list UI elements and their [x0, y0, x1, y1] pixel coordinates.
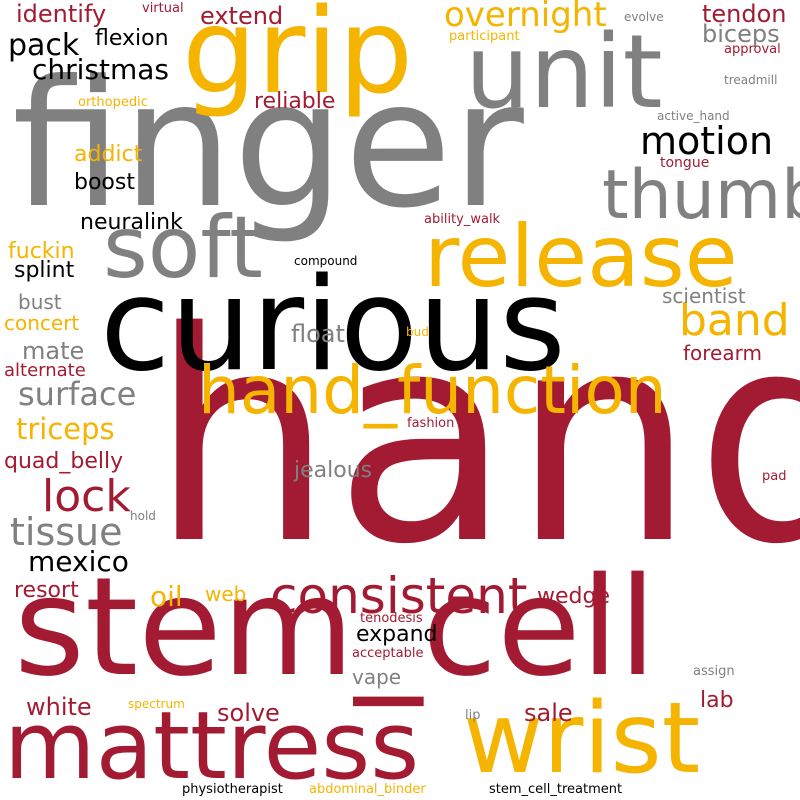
word-pad: pad	[762, 469, 787, 484]
word-stem-cell-treatment: stem_cell_treatment	[489, 782, 623, 797]
word-web: web	[205, 582, 247, 606]
word-stem-cell: stem_cell	[14, 549, 657, 707]
word-bust: bust	[18, 290, 62, 314]
word-soft: soft	[103, 198, 263, 298]
word-abdominal-binder: abdominal_binder	[309, 782, 426, 797]
word-reliable: reliable	[254, 89, 336, 114]
word-active-hand: active_hand	[657, 109, 730, 123]
word-unit: unit	[465, 13, 663, 132]
word-motion: motion	[640, 119, 774, 163]
word-oil: oil	[150, 580, 183, 613]
word-lock: lock	[42, 471, 131, 522]
word-splint: splint	[14, 258, 75, 283]
word-forearm: forearm	[683, 341, 762, 365]
word-physiotherapist: physiotherapist	[182, 782, 283, 797]
word-wrist: wrist	[463, 682, 701, 796]
word-overnight: overnight	[444, 0, 607, 35]
word-mattress: mattress	[4, 692, 420, 800]
word-biceps: biceps	[702, 20, 780, 48]
word-lab: lab	[700, 688, 734, 713]
word-spectrum: spectrum	[128, 697, 185, 711]
word-boost: boost	[74, 170, 135, 195]
word-neuralink: neuralink	[80, 210, 183, 235]
word-extend: extend	[200, 2, 284, 30]
word-treadmill: treadmill	[724, 73, 778, 87]
word-lip: lip	[465, 708, 481, 723]
word-evolve: evolve	[624, 10, 664, 24]
word-release: release	[424, 207, 738, 307]
word-tendon: tendon	[702, 0, 787, 28]
word-addict: addict	[74, 142, 143, 167]
word-white: white	[26, 693, 92, 721]
word-sale: sale	[524, 699, 573, 727]
word-curious: curious	[100, 251, 566, 400]
word-assign: assign	[693, 664, 735, 679]
word-alternate: alternate	[4, 360, 86, 381]
word-acceptable: acceptable	[352, 646, 424, 661]
word-solve: solve	[217, 699, 280, 727]
word-orthopedic: orthopedic	[78, 95, 148, 110]
word-grip: grip	[182, 0, 414, 120]
word-concert: concert	[4, 311, 80, 335]
word-scientist: scientist	[662, 284, 746, 308]
word-identify: identify	[16, 0, 107, 28]
word-float: float	[291, 320, 345, 348]
word-jealous: jealous	[294, 458, 373, 483]
word-vape: vape	[352, 665, 402, 689]
word-tongue: tongue	[660, 155, 710, 171]
word-resort: resort	[14, 578, 79, 603]
word-compound: compound	[294, 254, 358, 268]
word-quad-belly: quad_belly	[4, 449, 124, 474]
word-surface: surface	[18, 375, 137, 413]
word-hold: hold	[130, 509, 156, 523]
word-bud: bud	[406, 325, 429, 339]
word-participant: participant	[449, 29, 520, 44]
word-band: band	[679, 295, 790, 346]
word-triceps: triceps	[16, 412, 115, 446]
word-approval: approval	[724, 42, 781, 57]
word-consistent: consistent	[270, 567, 528, 625]
word-finger: finger	[12, 44, 524, 247]
word-expand: expand	[356, 622, 438, 647]
word-wedge: wedge	[537, 584, 610, 609]
word-hand: hand	[150, 271, 800, 608]
word-tissue: tissue	[10, 510, 123, 554]
word-tenodesis: tenodesis	[360, 611, 423, 626]
word-pack: pack	[8, 28, 80, 63]
word-virtual: virtual	[142, 1, 184, 16]
word-hand-function: hand_function	[198, 352, 667, 429]
word-fashion: fashion	[407, 416, 455, 431]
word-mate: mate	[22, 337, 85, 365]
word-mexico: mexico	[28, 545, 129, 578]
word-thumb: thumb	[602, 156, 800, 235]
word-christmas: christmas	[32, 53, 170, 86]
word-fuckin: fuckin	[8, 239, 75, 264]
word-ability-walk: ability_walk	[424, 212, 501, 227]
word-flexion: flexion	[95, 26, 169, 51]
